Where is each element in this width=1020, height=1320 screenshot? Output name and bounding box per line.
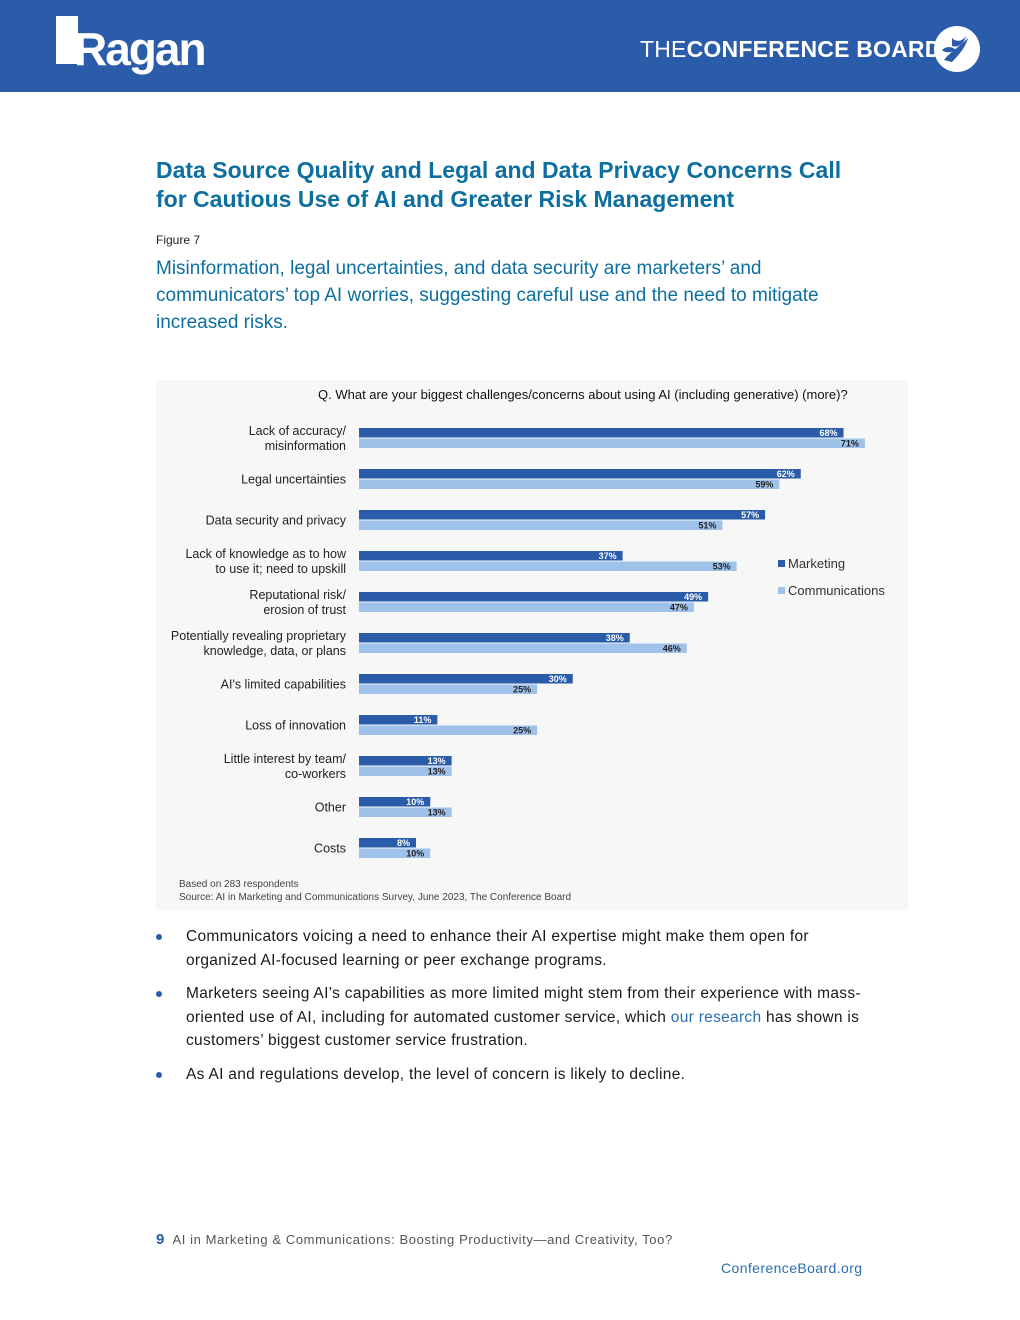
conference-board-prefix: THE — [640, 36, 687, 62]
bullet-text-after: has shown is customers’ biggest customer… — [186, 1008, 860, 1050]
bullet-text: Communicators voicing a need to enhance … — [186, 928, 809, 969]
figure-label: Figure 7 — [156, 233, 201, 247]
conference-board-logo-text: THECONFERENCE BOARD — [640, 36, 942, 63]
bullet-item: As AI and regulations develop, the level… — [156, 1063, 876, 1087]
conference-board-name: CONFERENCE BOARD — [686, 36, 942, 62]
ragan-logo-text: Ragan — [74, 23, 207, 75]
footer-title: 9 AI in Marketing & Communications: Boos… — [156, 1231, 673, 1248]
chart-title: Q. What are your biggest challenges/conc… — [318, 387, 848, 402]
bullet-dot-icon — [156, 991, 162, 997]
bullet-list: Communicators voicing a need to enhance … — [156, 925, 876, 1096]
page-header: Ragan THECONFERENCE BOARD — [0, 0, 1020, 92]
our-research-link[interactable]: our research — [670, 1008, 762, 1026]
bullet-dot-icon — [156, 1071, 162, 1078]
bullet-item: Communicators voicing a need to enhance … — [156, 925, 876, 972]
torch-emblem-icon — [934, 26, 980, 72]
footer-doc-title: AI in Marketing & Communications: Boosti… — [172, 1232, 673, 1247]
section-title: Data Source Quality and Legal and Data P… — [156, 157, 842, 212]
bullet-item: Marketers seeing AI’s capabilities as mo… — [156, 982, 876, 1053]
page-number: 9 — [156, 1231, 165, 1248]
bullet-text: As AI and regulations develop, the level… — [186, 1065, 686, 1083]
ragan-logo-block — [56, 16, 78, 64]
chart-panel — [156, 380, 908, 910]
bullet-dot-icon — [156, 934, 162, 940]
footer-site-link[interactable]: ConferenceBoard.org — [721, 1260, 863, 1276]
figure-subtitle: Misinformation, legal uncertainties, and… — [156, 258, 819, 333]
bullet-text-before: Marketers seeing AI’s capabilities as mo… — [186, 985, 861, 1026]
